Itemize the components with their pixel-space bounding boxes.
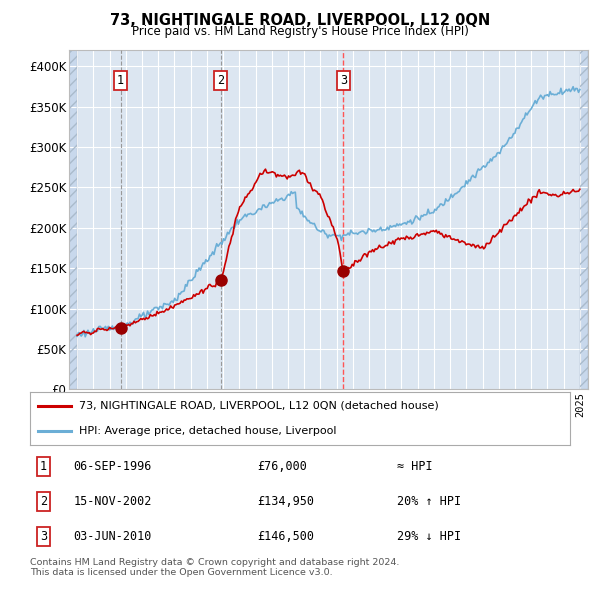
Bar bbox=[580, 50, 588, 389]
Text: 1: 1 bbox=[117, 74, 124, 87]
Text: 73, NIGHTINGALE ROAD, LIVERPOOL, L12 0QN (detached house): 73, NIGHTINGALE ROAD, LIVERPOOL, L12 0QN… bbox=[79, 401, 439, 411]
Text: 1: 1 bbox=[40, 460, 47, 473]
Text: 2: 2 bbox=[40, 495, 47, 508]
Text: £134,950: £134,950 bbox=[257, 495, 314, 508]
Text: HPI: Average price, detached house, Liverpool: HPI: Average price, detached house, Live… bbox=[79, 426, 336, 436]
Text: Contains HM Land Registry data © Crown copyright and database right 2024.
This d: Contains HM Land Registry data © Crown c… bbox=[30, 558, 400, 577]
Bar bbox=[580, 50, 588, 389]
Text: 03-JUN-2010: 03-JUN-2010 bbox=[73, 530, 152, 543]
Text: 20% ↑ HPI: 20% ↑ HPI bbox=[397, 495, 461, 508]
Text: 3: 3 bbox=[40, 530, 47, 543]
Text: Price paid vs. HM Land Registry's House Price Index (HPI): Price paid vs. HM Land Registry's House … bbox=[131, 25, 469, 38]
Text: 2: 2 bbox=[217, 74, 224, 87]
Text: 06-SEP-1996: 06-SEP-1996 bbox=[73, 460, 152, 473]
Bar bbox=[69, 50, 77, 389]
Text: 3: 3 bbox=[340, 74, 347, 87]
Text: £146,500: £146,500 bbox=[257, 530, 314, 543]
Text: ≈ HPI: ≈ HPI bbox=[397, 460, 433, 473]
Bar bbox=[69, 50, 77, 389]
Text: 29% ↓ HPI: 29% ↓ HPI bbox=[397, 530, 461, 543]
Text: 73, NIGHTINGALE ROAD, LIVERPOOL, L12 0QN: 73, NIGHTINGALE ROAD, LIVERPOOL, L12 0QN bbox=[110, 13, 490, 28]
Text: £76,000: £76,000 bbox=[257, 460, 307, 473]
Text: 15-NOV-2002: 15-NOV-2002 bbox=[73, 495, 152, 508]
